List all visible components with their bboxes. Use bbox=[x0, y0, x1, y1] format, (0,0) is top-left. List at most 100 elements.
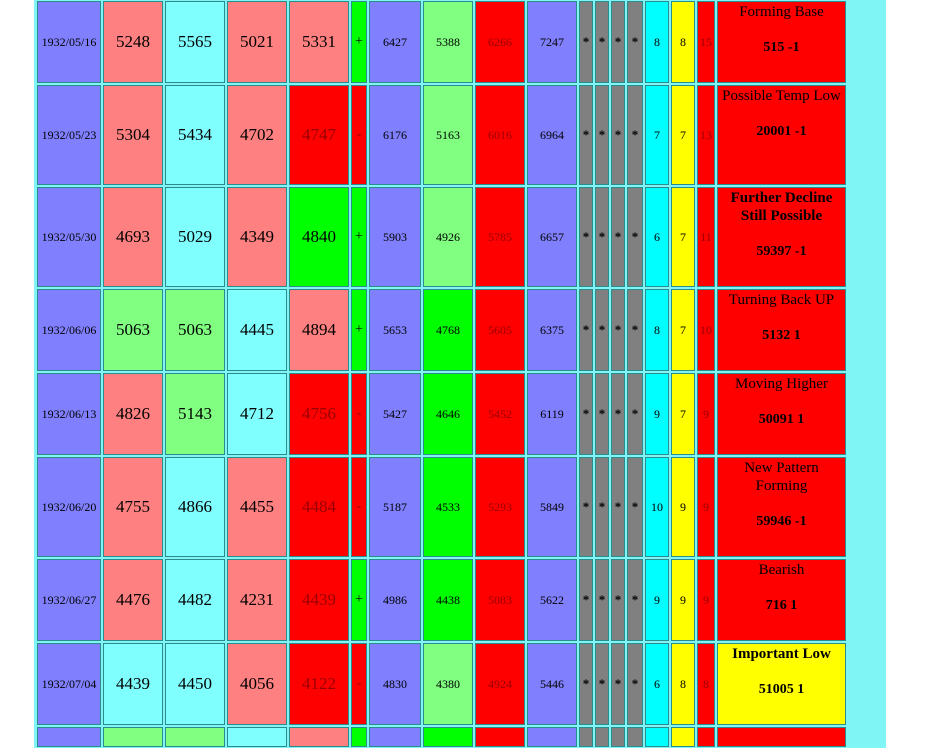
value-cell-7: 5083 bbox=[475, 559, 525, 641]
star-cell-3: * bbox=[611, 289, 625, 371]
date-cell: 1932/05/23 bbox=[37, 85, 101, 185]
count-cell-1: 9 bbox=[645, 559, 669, 641]
star-cell-1: * bbox=[579, 187, 593, 287]
status-cell: Forming Base 515 -1 bbox=[717, 1, 846, 83]
value-cell-7: 5785 bbox=[475, 187, 525, 287]
star-cell-4: * bbox=[627, 643, 643, 725]
sign-cell: + bbox=[351, 559, 367, 641]
value-cell-7: 4924 bbox=[475, 643, 525, 725]
value-cell-6: 4768 bbox=[423, 289, 473, 371]
partial-cell bbox=[369, 727, 421, 747]
sign-cell: + bbox=[351, 289, 367, 371]
status-cell: Bearish 716 1 bbox=[717, 559, 846, 641]
value-cell-7: 5293 bbox=[475, 457, 525, 557]
star-cell-3: * bbox=[611, 85, 625, 185]
value-cell-8: 6964 bbox=[527, 85, 577, 185]
count-cell-1: 8 bbox=[645, 289, 669, 371]
value-cell-2: 4482 bbox=[165, 559, 225, 641]
value-cell-1: 5248 bbox=[103, 1, 163, 83]
count-cell-3: 9 bbox=[697, 373, 715, 455]
star-cell-4: * bbox=[627, 1, 643, 83]
value-cell-1: 5304 bbox=[103, 85, 163, 185]
table-row: 1932/06/13 4826 5143 4712 4756-5427 4646 5452 6… bbox=[37, 373, 846, 455]
value-cell-2: 4866 bbox=[165, 457, 225, 557]
status-cell: Turning Back UP 5132 1 bbox=[717, 289, 846, 371]
value-cell-4: 4756 bbox=[289, 373, 349, 455]
table-row: 1932/07/04 4439 4450 4056 4122-4830 4380 4924 5… bbox=[37, 643, 846, 725]
count-cell-2: 8 bbox=[671, 643, 695, 725]
sign-cell: + bbox=[351, 1, 367, 83]
partial-cell bbox=[717, 727, 846, 747]
status-text: Further Decline Still Possible bbox=[730, 190, 833, 224]
sign-cell: - bbox=[351, 85, 367, 185]
value-cell-1: 5063 bbox=[103, 289, 163, 371]
data-table-container: 1932/05/16 5248 5565 5021 5331 +6427 5388 6266 7… bbox=[34, 0, 886, 748]
star-cell-2: * bbox=[595, 373, 609, 455]
count-cell-1: 8 bbox=[645, 1, 669, 83]
value-cell-3: 4349 bbox=[227, 187, 287, 287]
partial-cell bbox=[645, 727, 669, 747]
table-row: 1932/05/30 4693 5029 4349 4840 +5903 4926 5785 6… bbox=[37, 187, 846, 287]
status-text: Forming Base bbox=[739, 4, 824, 20]
count-cell-1: 6 bbox=[645, 187, 669, 287]
status-cell: Possible Temp Low 20001 -1 bbox=[717, 85, 846, 185]
value-cell-6: 4926 bbox=[423, 187, 473, 287]
partial-cell bbox=[697, 727, 715, 747]
status-code: 716 1 bbox=[765, 598, 798, 613]
table-row-partial bbox=[37, 727, 846, 747]
value-cell-6: 4438 bbox=[423, 559, 473, 641]
value-cell-8: 5849 bbox=[527, 457, 577, 557]
partial-cell bbox=[103, 727, 163, 747]
date-cell: 1932/05/16 bbox=[37, 1, 101, 83]
star-cell-3: * bbox=[611, 187, 625, 287]
value-cell-8: 7247 bbox=[527, 1, 577, 83]
star-cell-4: * bbox=[627, 289, 643, 371]
value-cell-1: 4476 bbox=[103, 559, 163, 641]
star-cell-1: * bbox=[579, 1, 593, 83]
value-cell-5: 4830 bbox=[369, 643, 421, 725]
star-cell-1: * bbox=[579, 373, 593, 455]
value-cell-2: 5029 bbox=[165, 187, 225, 287]
date-cell: 1932/06/27 bbox=[37, 559, 101, 641]
value-cell-5: 5653 bbox=[369, 289, 421, 371]
value-cell-6: 4533 bbox=[423, 457, 473, 557]
count-cell-3: 11 bbox=[697, 187, 715, 287]
partial-cell bbox=[289, 727, 349, 747]
partial-cell bbox=[165, 727, 225, 747]
partial-cell bbox=[475, 727, 525, 747]
count-cell-2: 7 bbox=[671, 373, 695, 455]
value-cell-2: 5565 bbox=[165, 1, 225, 83]
status-text: Bearish bbox=[758, 562, 805, 578]
count-cell-3: 10 bbox=[697, 289, 715, 371]
count-cell-2: 7 bbox=[671, 289, 695, 371]
value-cell-5: 4986 bbox=[369, 559, 421, 641]
value-cell-1: 4826 bbox=[103, 373, 163, 455]
value-cell-3: 4231 bbox=[227, 559, 287, 641]
value-cell-4: 4894 bbox=[289, 289, 349, 371]
star-cell-2: * bbox=[595, 289, 609, 371]
status-text: Turning Back UP bbox=[728, 292, 835, 308]
table-row: 1932/06/20 4755 4866 4455 4484-5187 4533 5293 5… bbox=[37, 457, 846, 557]
count-cell-2: 7 bbox=[671, 187, 695, 287]
status-text: Possible Temp Low bbox=[722, 88, 841, 104]
status-code: 515 -1 bbox=[763, 40, 800, 55]
table-row: 1932/05/16 5248 5565 5021 5331 +6427 5388 6266 7… bbox=[37, 1, 846, 83]
star-cell-4: * bbox=[627, 373, 643, 455]
value-cell-7: 5452 bbox=[475, 373, 525, 455]
status-code: 51005 1 bbox=[758, 682, 805, 697]
table-row: 1932/06/06 5063 5063 4445 4894 +5653 4768 5605 6… bbox=[37, 289, 846, 371]
value-cell-1: 4439 bbox=[103, 643, 163, 725]
star-cell-4: * bbox=[627, 559, 643, 641]
value-cell-1: 4693 bbox=[103, 187, 163, 287]
star-cell-2: * bbox=[595, 643, 609, 725]
star-cell-1: * bbox=[579, 457, 593, 557]
star-cell-1: * bbox=[579, 85, 593, 185]
date-cell: 1932/06/20 bbox=[37, 457, 101, 557]
value-cell-8: 6657 bbox=[527, 187, 577, 287]
value-cell-5: 6176 bbox=[369, 85, 421, 185]
value-cell-7: 6266 bbox=[475, 1, 525, 83]
partial-cell bbox=[37, 727, 101, 747]
value-cell-8: 5622 bbox=[527, 559, 577, 641]
star-cell-1: * bbox=[579, 559, 593, 641]
value-cell-4: 4122 bbox=[289, 643, 349, 725]
